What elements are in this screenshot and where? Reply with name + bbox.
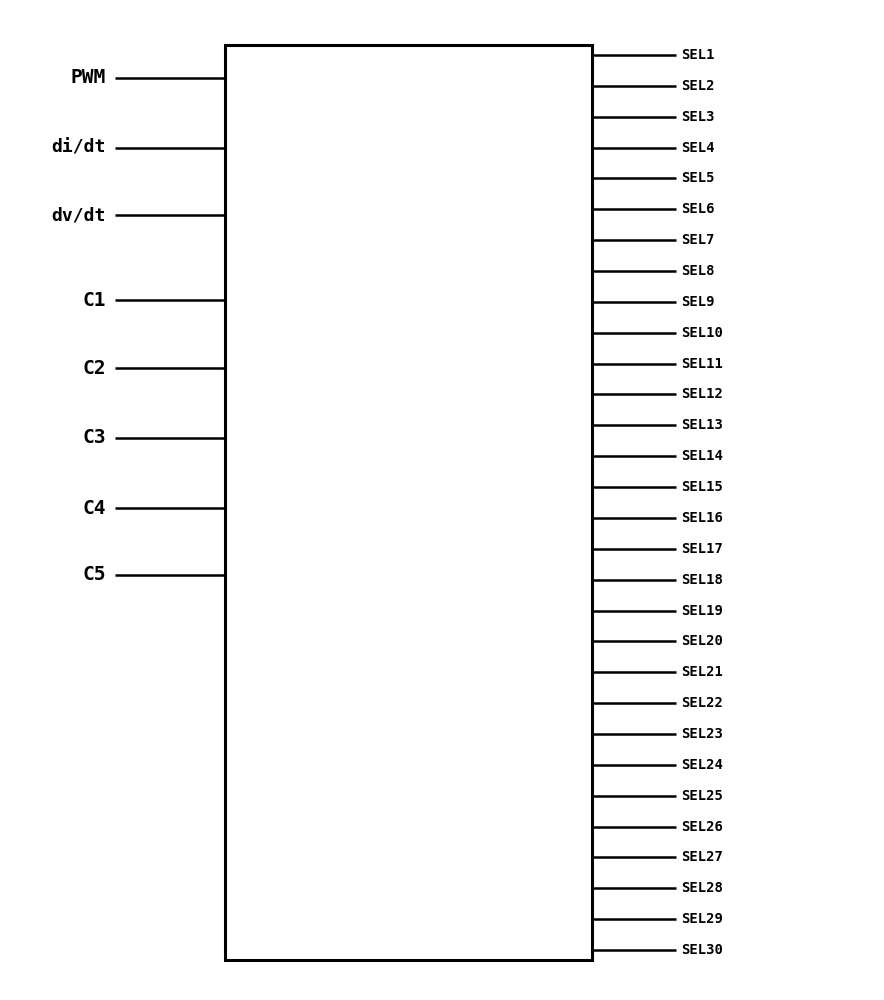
Text: C2: C2 [82, 359, 106, 377]
Text: SEL27: SEL27 [682, 850, 723, 864]
Text: SEL17: SEL17 [682, 542, 723, 556]
Text: SEL15: SEL15 [682, 480, 723, 494]
Text: SEL11: SEL11 [682, 357, 723, 371]
Text: SEL22: SEL22 [682, 696, 723, 710]
Text: SEL24: SEL24 [682, 758, 723, 772]
Text: SEL14: SEL14 [682, 449, 723, 463]
Text: SEL30: SEL30 [682, 943, 723, 957]
Bar [225, 45, 592, 960]
Text: C1: C1 [82, 290, 106, 310]
Text: SEL7: SEL7 [682, 233, 715, 247]
Text: SEL4: SEL4 [682, 141, 715, 155]
Text: SEL5: SEL5 [682, 171, 715, 185]
Text: di/dt: di/dt [51, 139, 106, 157]
Text: SEL6: SEL6 [682, 202, 715, 216]
Text: SEL26: SEL26 [682, 820, 723, 834]
Text: SEL3: SEL3 [682, 110, 715, 124]
Text: C4: C4 [82, 498, 106, 518]
Text: SEL12: SEL12 [682, 387, 723, 401]
Text: PWM: PWM [71, 68, 106, 87]
Text: SEL25: SEL25 [682, 789, 723, 803]
Text: SEL29: SEL29 [682, 912, 723, 926]
Text: SEL21: SEL21 [682, 665, 723, 679]
Text: SEL28: SEL28 [682, 881, 723, 895]
Text: SEL10: SEL10 [682, 326, 723, 340]
Text: C5: C5 [82, 566, 106, 584]
Text: C3: C3 [82, 428, 106, 447]
Text: SEL9: SEL9 [682, 295, 715, 309]
Text: SEL2: SEL2 [682, 79, 715, 93]
Text: dv/dt: dv/dt [51, 206, 106, 224]
Text: SEL20: SEL20 [682, 634, 723, 648]
Text: SEL16: SEL16 [682, 511, 723, 525]
Text: SEL1: SEL1 [682, 48, 715, 62]
Text: SEL13: SEL13 [682, 418, 723, 432]
Text: SEL18: SEL18 [682, 573, 723, 587]
Text: SEL8: SEL8 [682, 264, 715, 278]
Text: SEL19: SEL19 [682, 604, 723, 618]
Text: SEL23: SEL23 [682, 727, 723, 741]
